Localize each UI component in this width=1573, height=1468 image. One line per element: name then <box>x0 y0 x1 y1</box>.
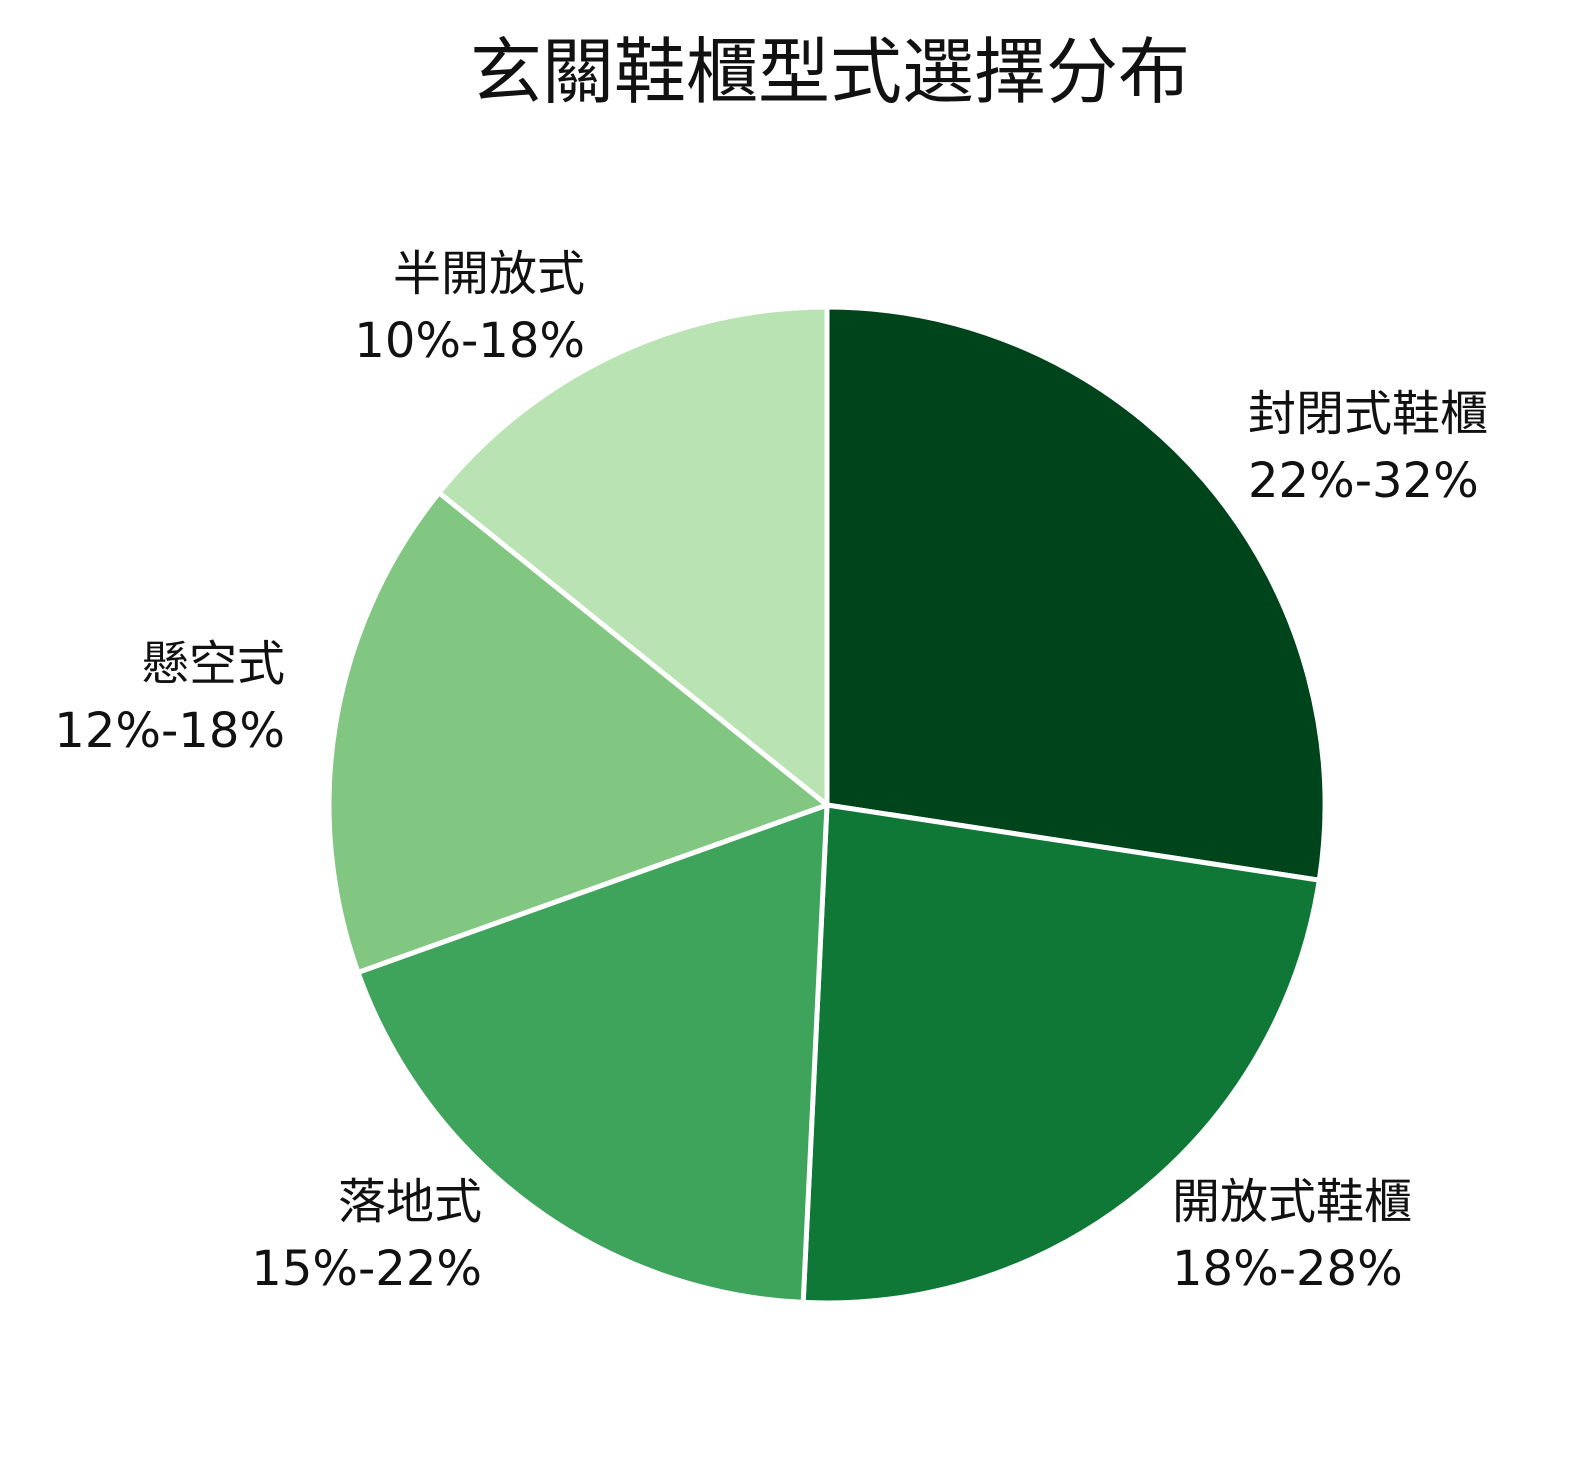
pie-slice-5 <box>436 304 830 808</box>
pie-slices <box>326 304 1328 1306</box>
pie-slice-4 <box>326 490 830 975</box>
pie-slice-2 <box>800 802 1322 1306</box>
slice-label-2: 開放式鞋櫃 <box>1172 1174 1412 1230</box>
slice-value-label-4: 12%-18% <box>54 703 285 759</box>
slice-label-3: 落地式 <box>338 1174 482 1230</box>
slice-value-label-1: 22%-32% <box>1248 453 1479 509</box>
slice-value-label-5: 10%-18% <box>354 313 585 369</box>
slice-value-label-3: 15%-22% <box>251 1241 482 1297</box>
slice-value-label-2: 18%-28% <box>1172 1241 1403 1297</box>
pie-slice-3 <box>355 802 830 1305</box>
slice-label-4: 懸空式 <box>141 636 285 692</box>
slice-label-5: 半開放式 <box>393 246 585 302</box>
pie-slice-1 <box>824 304 1328 883</box>
chart-title: 玄關鞋櫃型式選擇分布 <box>470 30 1190 114</box>
slice-label-1: 封閉式鞋櫃 <box>1248 386 1488 442</box>
pie-labels: 封閉式鞋櫃 22%-32% 開放式鞋櫃 18%-28% 落地式 15%-22% 懸空式 12%… <box>54 246 1488 1297</box>
